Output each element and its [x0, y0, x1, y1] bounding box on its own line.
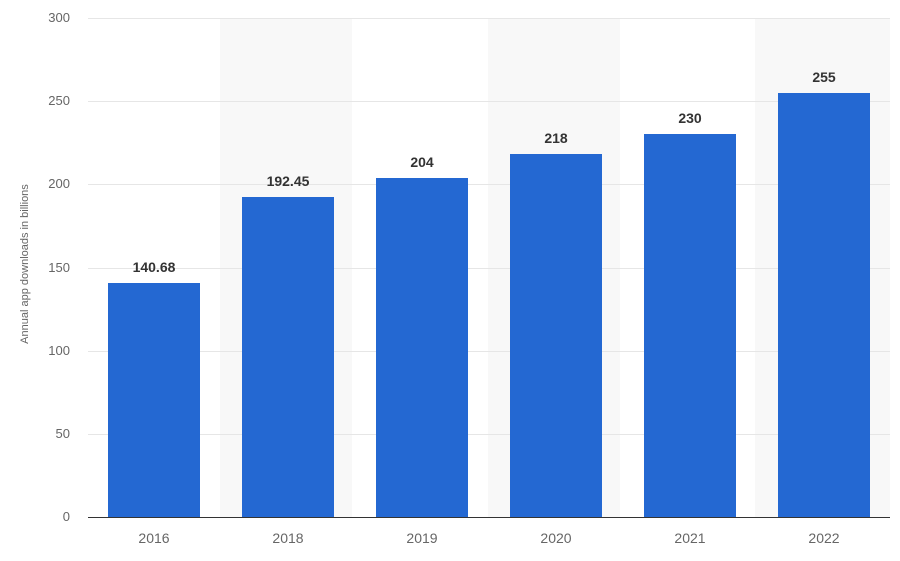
value-label: 230 [678, 110, 702, 127]
gridline [88, 184, 890, 186]
x-tick-label: 2018 [272, 530, 304, 546]
bar-2020[interactable] [510, 154, 602, 517]
y-tick-label: 300 [48, 10, 70, 25]
gridline [88, 101, 890, 103]
y-tick-label: 200 [48, 176, 70, 192]
x-tick-label: 2021 [674, 530, 706, 546]
x-tick-label: 2019 [406, 530, 438, 546]
gridline [88, 350, 890, 352]
value-label: 192.45 [266, 172, 310, 189]
bar-2018[interactable] [242, 196, 334, 517]
value-label: 204 [410, 153, 434, 170]
x-tick-label: 2016 [138, 530, 170, 546]
y-tick-label: 0 [62, 509, 70, 524]
y-tick-label: 250 [48, 93, 70, 109]
bar-2019[interactable] [376, 177, 468, 517]
value-label: 140.68 [132, 259, 176, 275]
y-tick-label: 100 [48, 342, 70, 358]
bar-2021[interactable] [644, 134, 736, 517]
value-label: 255 [812, 68, 836, 85]
value-label: 218 [544, 130, 568, 147]
bar-2022[interactable] [778, 92, 870, 517]
x-tick-label: 2022 [808, 530, 840, 546]
y-axis-title: Annual app downloads in billions [19, 184, 31, 344]
gridline [88, 433, 890, 435]
y-tick-label: 150 [48, 259, 70, 275]
x-tick-label: 2020 [540, 530, 572, 546]
gridline [88, 18, 890, 19]
gridline [88, 267, 890, 269]
bar-2016[interactable] [108, 283, 200, 517]
x-axis-line [88, 517, 890, 518]
y-tick-label: 50 [55, 425, 70, 441]
